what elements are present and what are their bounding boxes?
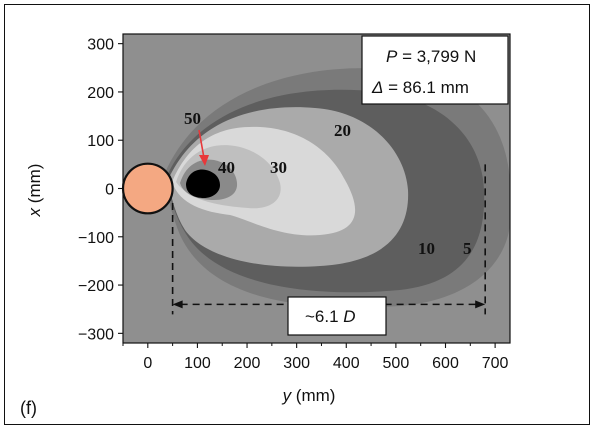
contour-50-arrowhead bbox=[199, 155, 209, 166]
contour-label-5: 5 bbox=[463, 239, 472, 258]
load-annotation-box bbox=[361, 35, 509, 105]
x-tick-label: 700 bbox=[482, 355, 509, 372]
x-tick-label: 600 bbox=[432, 355, 459, 372]
contour-label-20: 20 bbox=[334, 121, 351, 140]
x-tick-label: 300 bbox=[283, 355, 310, 372]
contour-field bbox=[123, 34, 510, 343]
y-axis-ticks: 300 200 100 0 −100 −200 −300 bbox=[78, 37, 123, 343]
displacement-symbol: Δ bbox=[371, 78, 383, 97]
y-tick-label: 100 bbox=[87, 133, 114, 150]
y-axis-unit: (mm) bbox=[25, 164, 44, 208]
x-tick-label: 200 bbox=[234, 355, 261, 372]
extent-label-box bbox=[287, 296, 387, 336]
y-tick-label: 0 bbox=[105, 182, 114, 199]
load-annotation: P = 3,799 N bbox=[386, 47, 476, 66]
load-symbol: P bbox=[386, 47, 398, 66]
x-axis-title: y (mm) bbox=[282, 386, 336, 405]
x-axis-var: y bbox=[282, 386, 293, 405]
contour-level-50-region bbox=[186, 169, 220, 198]
x-tick-label: 100 bbox=[184, 355, 211, 372]
x-tick-label: 0 bbox=[143, 355, 152, 372]
y-tick-label: −100 bbox=[78, 230, 114, 247]
x-axis-unit: (mm) bbox=[291, 386, 335, 405]
y-tick-label: 300 bbox=[87, 37, 114, 54]
contour-50-arrow-line bbox=[198, 129, 205, 159]
x-axis-ticks: 0 100 200 300 400 500 600 700 bbox=[122, 343, 509, 372]
contour-label-10: 10 bbox=[418, 239, 435, 258]
y-tick-label: −300 bbox=[78, 326, 114, 343]
load-value: = 3,799 N bbox=[397, 47, 476, 66]
x-tick-label: 500 bbox=[383, 355, 410, 372]
displacement-value: = 86.1 mm bbox=[383, 78, 469, 97]
contour-label-30: 30 bbox=[270, 158, 287, 177]
pile-cross-section bbox=[121, 162, 174, 215]
extent-label-text: ~6.1 bbox=[305, 307, 343, 326]
contour-label-50: 50 bbox=[184, 109, 201, 128]
y-axis-var: x bbox=[25, 207, 44, 217]
extent-arrowhead-left bbox=[172, 300, 183, 309]
displacement-annotation: Δ = 86.1 mm bbox=[371, 78, 469, 97]
extent-label: ~6.1 D bbox=[305, 307, 356, 326]
panel-label: (f) bbox=[20, 398, 37, 418]
y-tick-label: 200 bbox=[87, 85, 114, 102]
x-tick-label: 400 bbox=[333, 355, 360, 372]
y-tick-label: −200 bbox=[78, 278, 114, 295]
extent-arrowhead-right bbox=[475, 300, 486, 309]
y-axis-title: x (mm) bbox=[25, 164, 44, 218]
extent-label-var: D bbox=[343, 307, 355, 326]
contour-label-40: 40 bbox=[218, 158, 235, 177]
